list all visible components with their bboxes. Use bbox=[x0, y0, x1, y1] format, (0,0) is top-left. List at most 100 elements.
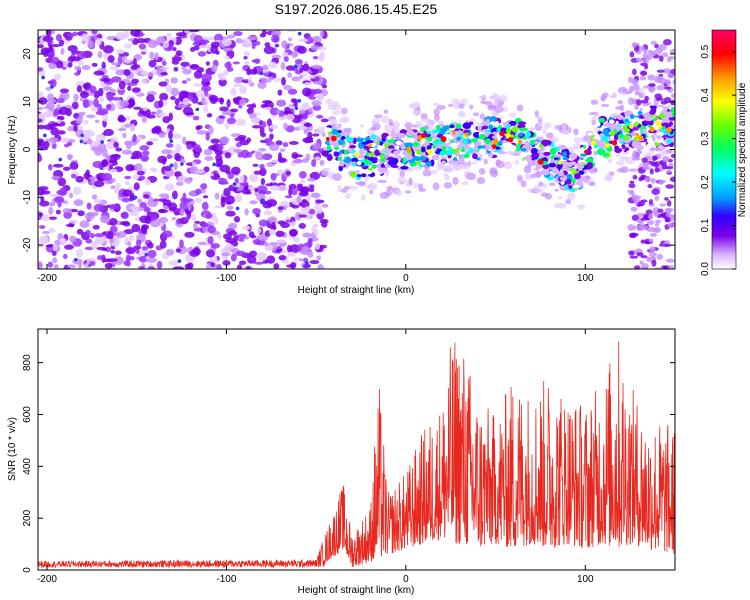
heat-cell bbox=[584, 149, 589, 154]
heat-cell bbox=[73, 257, 78, 262]
heat-cell bbox=[298, 223, 307, 229]
heat-cell bbox=[369, 147, 376, 152]
heat-cell bbox=[311, 89, 323, 95]
heat-cell bbox=[258, 147, 267, 152]
heat-cell bbox=[270, 173, 277, 181]
heat-cell bbox=[109, 66, 120, 70]
heat-cell bbox=[170, 87, 180, 97]
heat-cell bbox=[308, 208, 316, 215]
heat-cell bbox=[190, 63, 199, 69]
heat-cell bbox=[436, 120, 444, 125]
heat-cell bbox=[329, 118, 338, 123]
heat-cell bbox=[349, 144, 357, 149]
heat-cell bbox=[653, 210, 659, 217]
heat-cell bbox=[654, 110, 661, 116]
heat-cell bbox=[220, 252, 231, 257]
heat-cell bbox=[173, 161, 178, 171]
heat-cell bbox=[667, 222, 675, 228]
heat-cell bbox=[117, 55, 123, 65]
spectrogram-y-tick-label: -20 bbox=[22, 237, 33, 252]
heat-cell bbox=[238, 104, 243, 109]
heat-cell bbox=[648, 238, 654, 243]
heat-cell bbox=[93, 199, 103, 204]
heat-cell bbox=[503, 107, 509, 113]
heat-cell bbox=[631, 78, 639, 86]
heat-cell bbox=[620, 166, 629, 174]
heat-cell bbox=[127, 241, 132, 247]
heat-cell bbox=[385, 190, 393, 197]
heat-cell bbox=[633, 126, 640, 131]
heat-cell bbox=[658, 44, 667, 51]
heat-cell bbox=[365, 140, 374, 144]
heat-cell bbox=[384, 143, 389, 149]
heat-cell bbox=[669, 55, 675, 60]
heat-cell bbox=[580, 152, 588, 157]
heat-cell bbox=[631, 157, 641, 161]
heat-cell bbox=[655, 97, 664, 102]
heat-cell bbox=[554, 169, 559, 174]
heat-cell bbox=[248, 231, 255, 238]
heat-cell bbox=[221, 38, 232, 47]
heat-cell bbox=[420, 126, 426, 131]
heat-cell bbox=[603, 152, 609, 157]
heat-cell bbox=[124, 123, 132, 128]
heat-cell bbox=[79, 220, 90, 228]
heat-cell bbox=[435, 138, 439, 143]
heat-cell bbox=[469, 104, 474, 110]
heat-cell bbox=[50, 56, 60, 64]
heat-cell bbox=[161, 149, 172, 155]
heat-cell bbox=[208, 125, 214, 135]
heat-cell bbox=[642, 106, 651, 112]
heat-cell bbox=[612, 93, 618, 98]
heat-cell bbox=[640, 99, 649, 104]
heat-cell bbox=[83, 263, 89, 269]
heat-cell bbox=[102, 86, 113, 91]
heat-cell bbox=[299, 74, 304, 79]
heat-cell bbox=[222, 260, 231, 266]
heat-cell bbox=[282, 205, 288, 211]
heat-cell bbox=[141, 224, 150, 230]
heat-cell bbox=[143, 206, 151, 213]
heat-cell bbox=[288, 187, 293, 196]
heat-cell bbox=[256, 185, 268, 193]
heat-cell bbox=[609, 119, 615, 124]
heat-cell bbox=[139, 202, 147, 208]
heat-cell bbox=[494, 146, 501, 150]
heat-cell bbox=[666, 138, 672, 144]
heat-cell bbox=[566, 173, 573, 180]
heat-cell bbox=[649, 232, 658, 237]
heat-cell bbox=[268, 61, 278, 69]
heat-cell bbox=[226, 34, 236, 39]
heat-cell bbox=[174, 171, 182, 177]
heat-cell bbox=[604, 143, 610, 149]
heat-cell bbox=[392, 127, 400, 134]
heat-cell bbox=[312, 133, 320, 137]
heat-cell bbox=[106, 104, 111, 111]
heat-cell bbox=[578, 170, 585, 175]
heat-cell bbox=[656, 85, 665, 91]
heat-cell bbox=[549, 147, 557, 155]
heat-cell bbox=[76, 228, 84, 235]
heat-cell bbox=[523, 165, 532, 174]
heat-cell bbox=[224, 55, 230, 60]
heat-cell bbox=[188, 94, 194, 102]
heat-cell bbox=[263, 210, 273, 216]
heat-cell bbox=[332, 173, 342, 181]
heat-cell bbox=[516, 174, 523, 183]
heat-cell bbox=[133, 245, 142, 250]
heat-cell bbox=[614, 145, 620, 150]
heat-cell bbox=[277, 220, 286, 225]
heat-cell bbox=[65, 108, 72, 117]
heat-cell bbox=[239, 139, 250, 146]
heat-cell bbox=[565, 198, 572, 205]
heat-cell bbox=[300, 200, 310, 208]
heat-cell bbox=[38, 97, 48, 105]
heat-cell bbox=[370, 134, 377, 140]
heat-cell bbox=[68, 192, 74, 199]
heat-cell bbox=[654, 195, 660, 201]
heat-cell bbox=[485, 145, 492, 150]
heat-cell bbox=[156, 260, 163, 269]
heat-cell bbox=[268, 76, 274, 81]
heat-cell bbox=[94, 119, 100, 124]
heat-cell bbox=[294, 106, 299, 110]
